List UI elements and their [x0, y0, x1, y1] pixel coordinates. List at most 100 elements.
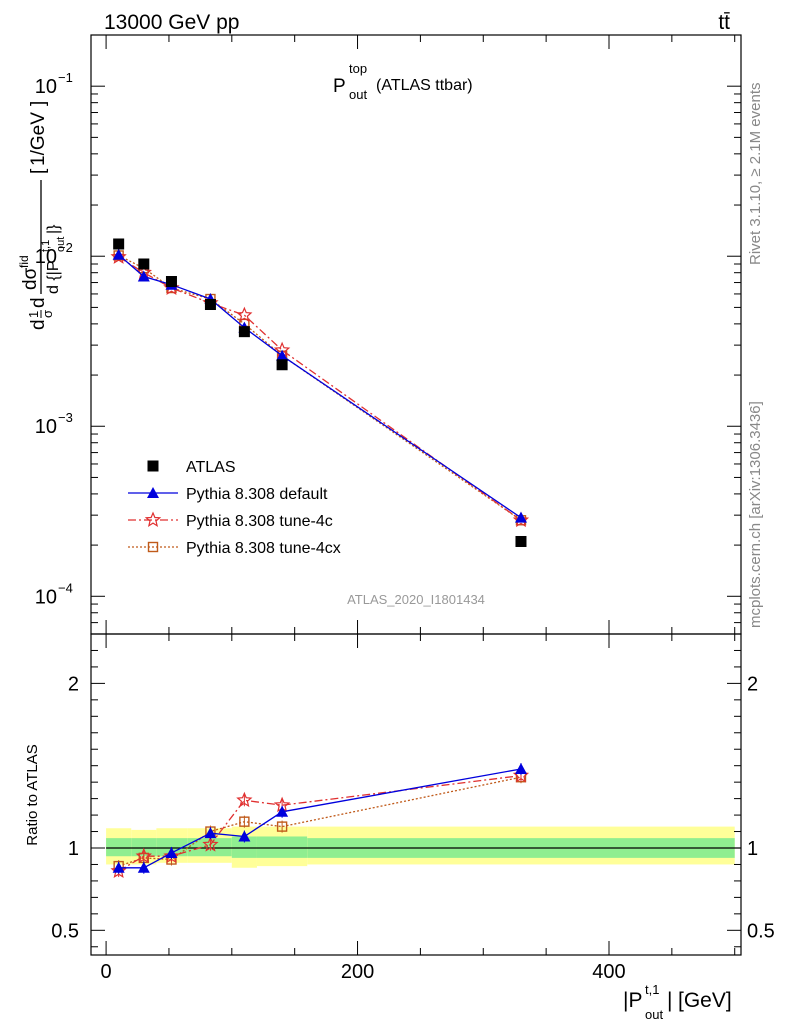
ratio-data-point [236, 791, 253, 808]
ratio-frame [90, 633, 742, 956]
ratio-data-point [514, 762, 527, 774]
plot-title-sub: out [349, 87, 367, 102]
svg-text:fid: fid [17, 255, 31, 268]
process-label: tt̄ [718, 11, 730, 34]
top-series-line [118, 254, 522, 521]
xlabel: |P t,1 out | [GeV] [623, 982, 732, 1022]
ratio-data-point [202, 836, 219, 852]
plot-title-sup: top [349, 61, 367, 76]
svg-text:dσ: dσ [20, 267, 41, 290]
top-data-point [276, 349, 289, 361]
top-series-0 [113, 238, 527, 547]
svg-text:]: ] [28, 101, 49, 106]
ratio-y-tick-label-right: 0.5 [747, 920, 775, 942]
legend-label: Pythia 8.308 tune-4cx [186, 540, 341, 557]
ratio-series-2 [112, 762, 527, 874]
svg-text:d: d [28, 319, 49, 330]
uncertainty-band-green [231, 836, 257, 858]
y-tick-label: 10 [35, 246, 57, 268]
legend-entry: Pythia 8.308 tune-4cx [128, 540, 341, 557]
ratio-y-tick-label: 0.5 [51, 920, 79, 942]
top-data-point [236, 306, 253, 323]
legend-label: Pythia 8.308 tune-4c [186, 513, 333, 530]
ratio-data-point [165, 846, 178, 858]
svg-text:d {|P: d {|P [45, 260, 62, 294]
top-series-1 [110, 248, 530, 528]
ratio-data-point [276, 805, 289, 817]
ratio-data-point [163, 847, 180, 864]
top-ylabel-unit: 1/GeV [28, 112, 49, 166]
top-data-point [110, 248, 127, 264]
top-data-point [165, 276, 177, 288]
legend-marker [147, 460, 159, 472]
ratio-data-point [238, 830, 251, 842]
legend: ATLAS Pythia 8.308 default Pythia 8.308 tu… [128, 459, 341, 557]
rivet-label: Rivet 3.1.10, ≥ 2.1M events [747, 83, 764, 266]
x-tick-label: 200 [341, 961, 374, 983]
ratio-data-point [135, 847, 153, 864]
ratio-data-point [239, 816, 250, 827]
ratio-y-tick-label: 2 [68, 673, 79, 695]
mcplots-label: mcplots.cern.ch [arXiv:1306.3436] [747, 401, 764, 628]
ratio-y-tick-label-right: 2 [747, 673, 758, 695]
top-data-point [204, 299, 216, 311]
top-data-point [138, 258, 150, 270]
top-series-0 [113, 250, 527, 526]
uncertainty-band-green [106, 838, 132, 857]
top-data-point [137, 270, 150, 282]
ratio-data-point [276, 821, 288, 832]
top-data-point [515, 535, 527, 547]
svg-text:1: 1 [26, 311, 41, 318]
y-tick-label-exponent: −4 [58, 580, 73, 595]
legend-label: ATLAS [186, 459, 236, 476]
svg-text:out: out [645, 1007, 663, 1022]
ratio-data-point [110, 862, 127, 878]
svg-text:t,1: t,1 [40, 240, 52, 252]
svg-text:out: out [55, 237, 67, 252]
svg-text:σ: σ [40, 310, 55, 318]
y-tick-label: 10 [35, 76, 57, 98]
ratio-data-point [204, 827, 217, 839]
legend-label: Pythia 8.308 default [186, 486, 328, 503]
ratio-data-point [112, 861, 125, 873]
legend-entry: ATLAS [147, 459, 236, 476]
top-series-line [118, 254, 522, 519]
top-series-line [118, 256, 522, 521]
y-tick-label-exponent: −2 [58, 240, 73, 255]
ratio-data-point [137, 861, 150, 873]
top-data-point [512, 511, 530, 528]
svg-text:t,1: t,1 [645, 982, 659, 997]
legend-entry: Pythia 8.308 default [128, 486, 328, 503]
uncertainty-band-green [187, 838, 232, 857]
x-tick-label: 0 [101, 961, 112, 983]
y-tick-label: 10 [35, 416, 57, 438]
plot-title-main: P [333, 76, 346, 97]
ratio-y-tick-label-right: 1 [747, 838, 758, 860]
top-data-point [276, 359, 288, 371]
legend-entry: Pythia 8.308 tune-4c [128, 511, 333, 530]
y-tick-label-exponent: −1 [58, 70, 73, 85]
plot-title-suffix: (ATLAS ttbar) [376, 77, 473, 94]
legend-marker [147, 541, 159, 553]
y-tick-label-exponent: −3 [58, 410, 73, 425]
top-data-point [514, 511, 527, 523]
x-tick-label: 400 [592, 961, 625, 983]
uncertainty-band-green [156, 838, 188, 857]
top-data-point [238, 326, 250, 338]
ratio-panel: 0.5 0.5 1 1 2 2 0 200 400 [51, 633, 775, 983]
ratio-ylabel: Ratio to ATLAS [24, 744, 41, 845]
energy-label: 13000 GeV pp [104, 11, 239, 34]
svg-text:|P: |P [623, 989, 642, 1012]
xlabel-unit: [GeV] [678, 989, 732, 1012]
y-tick-label: 10 [35, 586, 57, 608]
svg-text:[: [ [28, 168, 49, 174]
legend-marker [144, 511, 162, 527]
top-data-point [112, 248, 125, 260]
svg-text:|}: |} [45, 224, 62, 234]
plot-title: P top out (ATLAS ttbar) [333, 61, 473, 102]
legend-marker [147, 487, 159, 498]
uncertainty-band-green [256, 836, 308, 858]
ratio-y-tick-label: 1 [68, 838, 79, 860]
svg-text:|: | [667, 989, 672, 1012]
